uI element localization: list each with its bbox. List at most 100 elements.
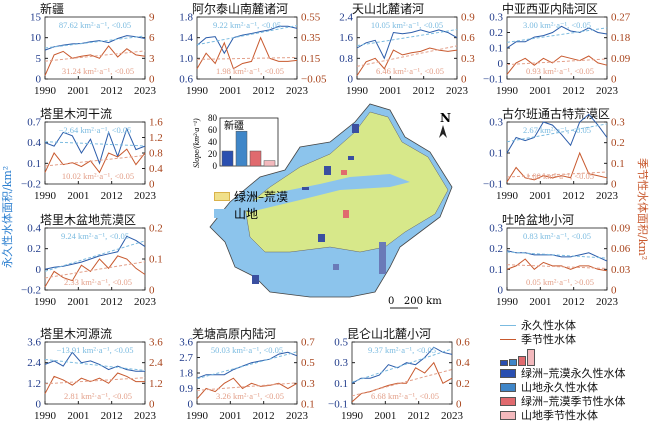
left-y-tick-label: 0 xyxy=(36,264,42,276)
seasonal-line xyxy=(356,47,458,76)
mountain-permanent-swatch xyxy=(500,382,516,392)
x-tick-label: 2001 xyxy=(529,190,551,202)
seasonal-line xyxy=(506,55,608,75)
permanent-trend-line xyxy=(44,358,146,371)
left-y-tick-label: 0.7 xyxy=(27,117,41,129)
left-y-tick-label: 2.4 xyxy=(339,12,353,24)
panel-plot: 1990 2001 2012 2023 0.6 1.0 1.4 1.8 −0.05 0.15 0.3… xyxy=(179,12,327,98)
legend-mountain-seasonal: 山地季节性水体 xyxy=(521,409,598,422)
permanent-trend-label: 9.24 km²·a⁻¹, <0.05 xyxy=(61,231,129,241)
x-tick-label: 2001 xyxy=(374,410,396,422)
right-y-tick-label: 0.6 xyxy=(461,32,475,44)
x-tick-label: 2023 xyxy=(286,410,309,422)
right-y-tick-label: 0.9 xyxy=(461,12,475,24)
inset-bar xyxy=(235,130,248,167)
right-y-tick-label: 1.2 xyxy=(149,132,163,144)
panel-7: 吐哈盆地小河 1990 2001 2012 2023 0 0.1 0.2 0.3 0 0.03 0.0… xyxy=(489,211,650,311)
permanent-line-swatch xyxy=(500,324,516,326)
right-y-tick-label: 0 xyxy=(149,179,155,191)
seasonal-line xyxy=(44,372,145,394)
left-y-tick-label: 0.3 xyxy=(489,12,503,24)
permanent-trend-line xyxy=(44,240,146,272)
panel-plot: 1990 2001 2012 2023 −0.1 0 0.1 0.2 0.3 0 0.09 0.18 0… xyxy=(483,12,631,98)
permanent-trend-line xyxy=(356,29,458,47)
seasonal-trend-line xyxy=(196,56,298,60)
left-y-tick-label: 0 xyxy=(36,399,42,411)
left-y-tick-label: 3.6 xyxy=(179,337,193,349)
permanent-trend-label: 2.67 km²·a⁻¹, <0.05 xyxy=(523,125,591,135)
permanent-trend-line xyxy=(506,123,608,143)
right-y-tick-label: 0.1 xyxy=(149,254,163,266)
left-y-tick-label: 0 xyxy=(498,58,504,70)
permanent-line xyxy=(356,29,458,60)
permanent-trend-label: 9.22 km²·a⁻¹, <0.05 xyxy=(213,20,281,30)
permanent-trend-line xyxy=(506,27,608,43)
x-tick-label: 2023 xyxy=(286,85,309,97)
north-arrow-label: N xyxy=(440,111,451,125)
permanent-trend-label: 0.83 km²·a⁻¹, <0.05 xyxy=(523,231,591,241)
mountain-swatch xyxy=(214,209,230,218)
slope-bar-chart: 0 20 40 60 80 新疆 Slope/(km²·a⁻¹) xyxy=(192,113,279,171)
seasonal-line xyxy=(196,36,298,70)
seasonal-trend-line xyxy=(506,171,608,178)
seasonal-trend-line xyxy=(351,369,453,397)
inset-y-tick: 80 xyxy=(208,113,218,123)
right-y-tick-label: 0.8 xyxy=(149,148,163,160)
inset-bar xyxy=(221,150,234,167)
left-y-tick-label: 0.1 xyxy=(489,43,503,55)
left-y-tick-label: 0.4 xyxy=(27,137,41,149)
panel-plot: 1990 2001 2012 202301.22.43.601.22.43.6−13.… xyxy=(27,337,163,423)
panel-title: 新疆 xyxy=(40,2,65,16)
left-y-tick-label: 2.7 xyxy=(179,352,193,364)
seasonal-trend-label: 0.05 km²·a⁻¹, >0.05 xyxy=(526,277,594,287)
right-y-tick-label: 0.1 xyxy=(611,158,625,170)
right-y-tick-label: 3 xyxy=(149,53,155,65)
left-y-tick-label: −0.2 xyxy=(21,179,41,191)
right-y-tick-label: 0 xyxy=(456,399,462,411)
x-tick-label: 2001 xyxy=(67,296,89,308)
x-tick-label: 2012 xyxy=(253,85,275,97)
legend-bar-icon xyxy=(500,346,626,366)
permanent-trend-label: 3.00 km²·a⁻¹, <0.05 xyxy=(523,20,591,30)
x-tick-label: 2012 xyxy=(563,85,585,97)
right-y-tick-label: 0.35 xyxy=(301,32,321,44)
left-y-tick-label: 1.4 xyxy=(179,32,193,44)
right-y-tick-label: 0 xyxy=(149,285,155,297)
right-y-tick-label: 0.09 xyxy=(611,223,631,235)
left-y-tick-label: 5 xyxy=(36,53,42,65)
panel-title: 古尔班通古特荒漠区 xyxy=(502,107,611,121)
seasonal-line xyxy=(506,258,608,272)
left-y-tick-label: 1.0 xyxy=(179,53,193,65)
left-y-tick-label: −0.1 xyxy=(483,179,503,191)
panel-title: 昆仑山北麓小河 xyxy=(347,327,432,341)
panel-plot: 1990 2001 2012 2023 0 0.9 1.8 2.7 3.6 0.1 0.3 0.5 0.… xyxy=(179,337,315,423)
legend-seasonal: 季节性水体 xyxy=(521,333,576,346)
legend-permanent: 永久性水体 xyxy=(521,319,576,332)
permanent-line xyxy=(44,351,145,372)
x-tick-label: 2012 xyxy=(408,410,430,422)
right-y-tick-label: 0.15 xyxy=(301,53,321,65)
x-tick-label: 2012 xyxy=(101,190,123,202)
right-y-tick-label: 0.09 xyxy=(611,53,631,65)
left-y-tick-label: 0.9 xyxy=(179,383,193,395)
x-tick-label: 2012 xyxy=(101,410,123,422)
panel-6: 古尔班通古特荒漠区 1990 2001 2012 2023 −0.1 0.1 0.3 0 0.1 0… xyxy=(483,105,650,205)
right-y-tick-label: 0.3 xyxy=(611,117,625,129)
seasonal-trend-line xyxy=(356,45,458,67)
panel-title: 塔里木河干流 xyxy=(40,107,113,121)
seasonal-line xyxy=(44,255,146,288)
left-y-tick-label: 0.6 xyxy=(179,74,193,86)
left-y-tick-label: 0.1 xyxy=(334,378,348,390)
right-y-tick-label: 0.06 xyxy=(611,243,631,255)
panel-plot: 1990 2001 2012 2023 −0.2 0 0.2 0.4 0 0.1 0.2 9.24 k… xyxy=(21,223,163,309)
plot-frame xyxy=(196,16,298,80)
right-y-tick-label: 0 xyxy=(149,74,155,86)
seasonal-trend-label: 1.98 km²·a⁻¹, <0.05 xyxy=(216,66,284,76)
north-arrow-icon xyxy=(439,125,447,138)
right-y-tick-label: 0.2 xyxy=(456,378,470,390)
x-tick-label: 2023 xyxy=(441,410,464,422)
x-tick-label: 2012 xyxy=(101,296,123,308)
x-tick-label: 1990 xyxy=(34,190,57,202)
x-tick-label: 2012 xyxy=(413,85,435,97)
right-y-tick-label: 0.3 xyxy=(461,53,475,65)
